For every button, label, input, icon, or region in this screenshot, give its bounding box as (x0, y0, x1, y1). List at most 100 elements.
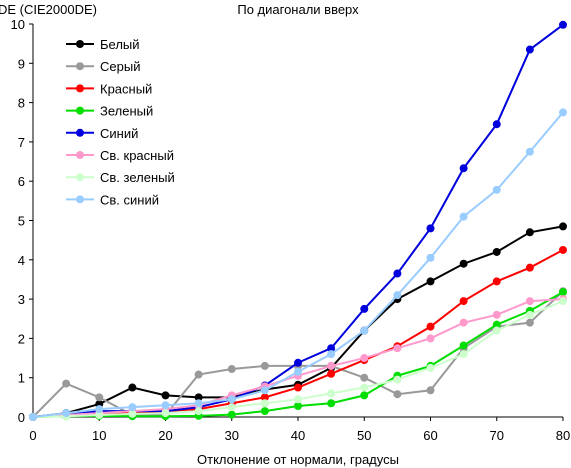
data-point (459, 341, 468, 350)
data-point (426, 386, 435, 395)
data-point (459, 350, 468, 359)
x-tick-label: 40 (291, 428, 305, 443)
data-point (29, 413, 37, 421)
data-point (459, 318, 468, 327)
data-point (559, 288, 567, 297)
legend-swatch-marker (76, 151, 84, 159)
data-point (426, 224, 435, 233)
legend-item: Св. синий (66, 192, 159, 207)
data-point (260, 393, 269, 402)
data-point (459, 259, 468, 268)
data-point (525, 263, 534, 272)
data-point (62, 409, 71, 418)
y-tick-label: 1 (18, 371, 25, 386)
data-point (525, 310, 534, 319)
y-tick-label: 9 (18, 56, 25, 71)
x-tick-label: 70 (490, 428, 504, 443)
data-point (459, 297, 468, 306)
legend-item: Зеленый (66, 104, 153, 119)
legend-label: Св. синий (100, 192, 159, 207)
data-point (492, 185, 501, 194)
data-point (360, 383, 369, 392)
data-point (393, 375, 402, 384)
data-point (559, 297, 567, 306)
data-point (194, 407, 203, 416)
data-point (559, 20, 567, 29)
series (29, 297, 567, 421)
data-point (95, 411, 104, 420)
data-point (393, 390, 402, 399)
y-tick-label: 5 (18, 214, 25, 229)
legend-label: Св. зеленый (100, 170, 175, 185)
data-point (294, 383, 302, 392)
y-tick-label: 7 (18, 135, 25, 150)
legend-label: Св. красный (100, 148, 174, 163)
data-point (426, 253, 435, 262)
data-point (525, 45, 534, 54)
data-point (327, 361, 336, 370)
data-point (294, 401, 302, 410)
legend-item: Синий (66, 126, 138, 141)
data-point (194, 370, 203, 379)
legend-swatch-marker (76, 40, 84, 48)
y-tick-label: 4 (18, 253, 25, 268)
data-point (260, 399, 269, 408)
data-point (161, 409, 170, 418)
data-point (95, 405, 104, 414)
data-point (327, 350, 336, 359)
data-point (161, 391, 170, 400)
y-tick-label: 6 (18, 174, 25, 189)
y-tick-label: 2 (18, 331, 25, 346)
data-point (559, 222, 567, 231)
chart-title: По диагонали вверх (237, 2, 359, 17)
data-point (393, 344, 402, 353)
x-tick-label: 0 (29, 428, 36, 443)
legend-item: Белый (66, 37, 140, 52)
data-point (525, 297, 534, 306)
data-point (194, 399, 203, 408)
x-tick-label: 30 (225, 428, 239, 443)
data-point (525, 228, 534, 237)
data-point (260, 361, 269, 370)
data-point (62, 379, 71, 388)
legend-swatch-marker (76, 84, 84, 93)
data-point (128, 409, 137, 418)
y-tick-label: 8 (18, 96, 25, 111)
x-tick-label: 80 (556, 428, 570, 443)
data-point (426, 334, 435, 343)
x-axis-label: Отклонение от нормали, градусы (197, 452, 399, 467)
legend-swatch-marker (76, 195, 84, 204)
x-tick-label: 50 (357, 428, 371, 443)
data-point (360, 354, 369, 363)
y-tick-label: 0 (18, 410, 25, 425)
data-point (459, 164, 468, 173)
data-point (194, 393, 203, 402)
y-tick-label: 10 (11, 17, 25, 32)
legend: Белый Серый Красный Зеленый Синий Св. красный… (66, 37, 175, 207)
x-ticks: 0 10 20 30 40 50 60 70 80 (29, 417, 570, 443)
data-point (128, 403, 137, 412)
data-point (525, 147, 534, 156)
data-point (294, 358, 302, 367)
data-point (227, 410, 236, 419)
data-point (559, 108, 567, 117)
data-point (426, 277, 435, 286)
legend-label: Белый (100, 37, 140, 52)
data-point (525, 318, 534, 327)
legend-label: Зеленый (100, 104, 153, 119)
y-ticks: 0 1 2 3 4 5 6 7 8 9 10 (11, 17, 33, 425)
legend-swatch-marker (76, 106, 84, 115)
data-point (227, 395, 236, 404)
series-layer (29, 20, 567, 421)
data-point (492, 120, 501, 129)
data-point (393, 291, 402, 300)
legend-item: Серый (66, 59, 140, 74)
y-axis-label: DE (CIE2000DE) (0, 2, 97, 17)
series (29, 108, 567, 421)
data-point (492, 277, 501, 286)
data-point (128, 383, 137, 392)
data-point (492, 247, 501, 256)
legend-label: Красный (100, 81, 152, 96)
data-point (559, 245, 567, 254)
